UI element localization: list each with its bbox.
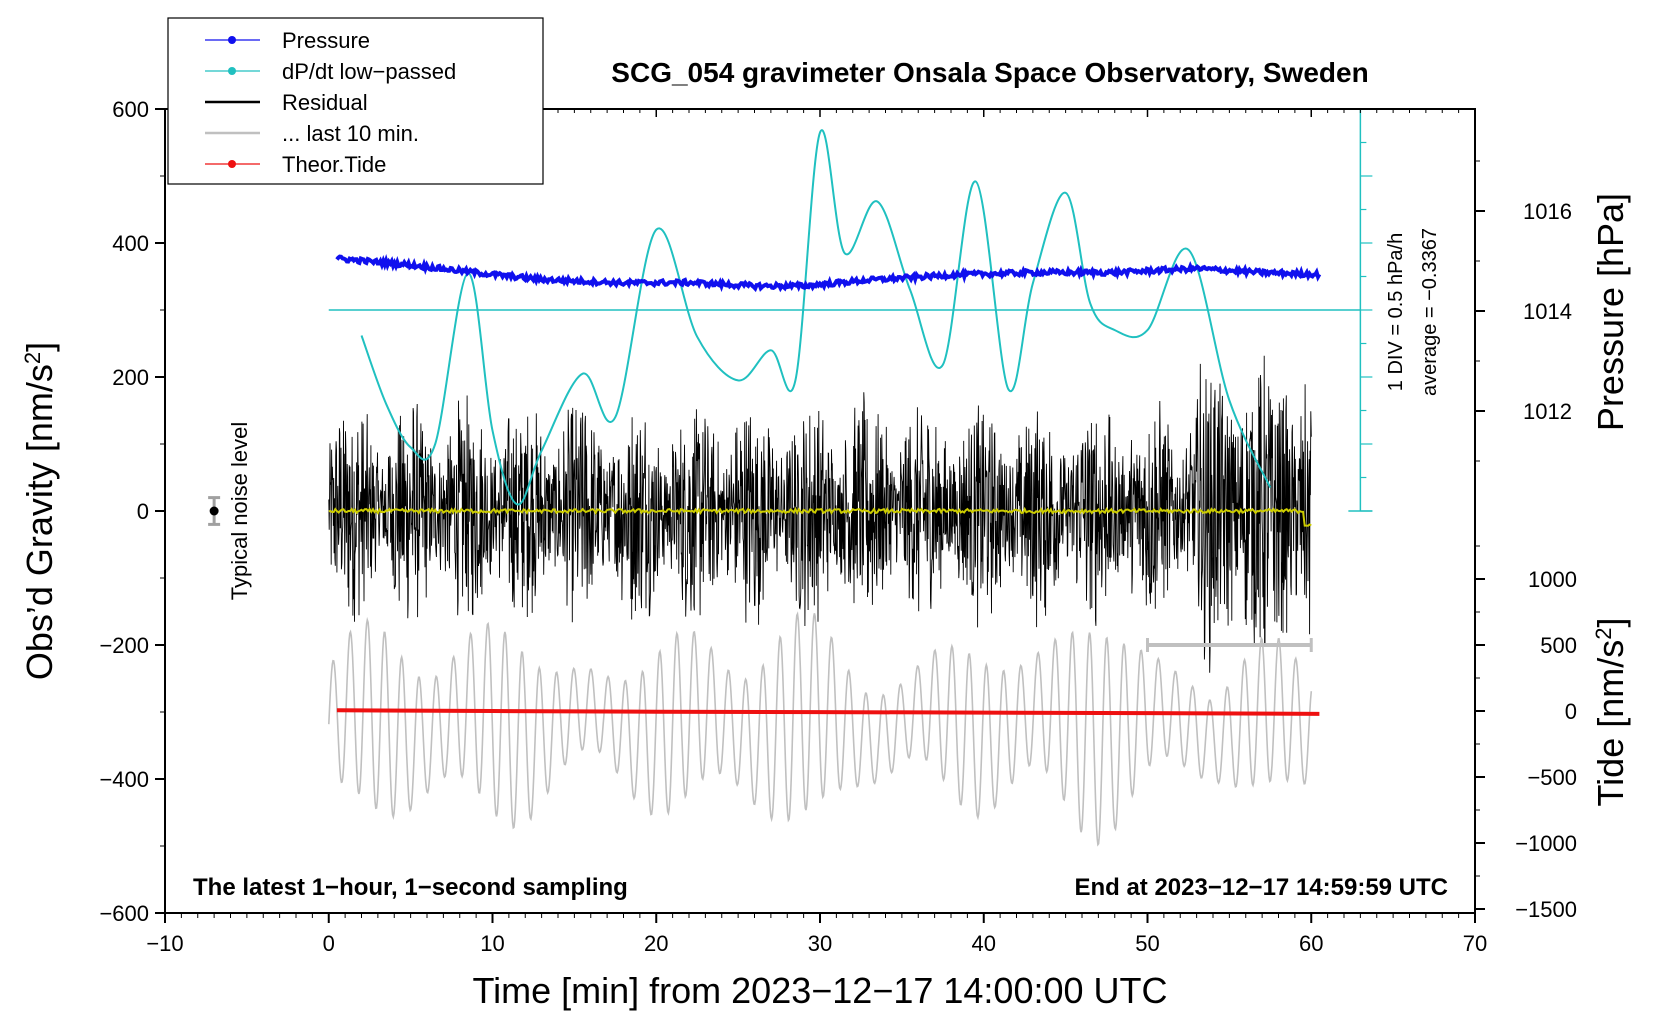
last-10-min-trace: [328, 611, 1313, 847]
legend-marker: [228, 36, 236, 44]
pressure-tick-label: 1012: [1523, 399, 1572, 424]
legend-label: Residual: [282, 90, 368, 115]
y-tick-label: 0: [137, 499, 149, 524]
y-tick-label: 200: [112, 365, 149, 390]
tide-tick-label: 1000: [1528, 567, 1577, 592]
tide-tick-label: −500: [1527, 765, 1577, 790]
pressure-line: [335, 254, 1322, 293]
y-tick-label: −600: [99, 901, 149, 926]
theoretical-tide-line: [336, 708, 1320, 716]
tide-tick-label: 0: [1565, 699, 1577, 724]
x-tick-label: −10: [146, 931, 183, 956]
residual-trace: [328, 355, 1312, 673]
x-tick-label: 40: [972, 931, 996, 956]
noise-marker-dot: [209, 506, 219, 516]
x-tick-label: 60: [1299, 931, 1323, 956]
y-tick-label: −400: [99, 767, 149, 792]
x-tick-label: 20: [644, 931, 668, 956]
legend-label: Pressure: [282, 28, 370, 53]
x-axis-label: Time [min] from 2023−12−17 14:00:00 UTC: [472, 970, 1167, 1011]
dpdt-scale-label: 1 DIV = 0.5 hPa/h: [1385, 233, 1407, 391]
tide-tick-label: −1500: [1515, 897, 1577, 922]
y-tick-label: 600: [112, 97, 149, 122]
footer-left: The latest 1−hour, 1−second sampling: [193, 874, 628, 901]
pressure-tick-label: 1016: [1523, 199, 1572, 224]
dpdt-average-label: average = −0.3367: [1419, 228, 1441, 396]
x-tick-label: 70: [1463, 931, 1487, 956]
x-tick-label: 10: [480, 931, 504, 956]
yellow-trace: [328, 506, 1312, 527]
y-axis-label-tide: Tide [nm/s2]: [1590, 618, 1631, 807]
tide-tick-label: 500: [1540, 633, 1577, 658]
legend-label: ... last 10 min.: [282, 121, 419, 146]
footer-right: End at 2023−12−17 14:59:59 UTC: [1074, 874, 1448, 901]
legend-marker: [228, 67, 236, 75]
y-axis-label-pressure: Pressure [hPa]: [1590, 193, 1631, 431]
x-tick-label: 0: [323, 931, 335, 956]
x-tick-label: 30: [808, 931, 832, 956]
legend-marker: [228, 160, 236, 168]
tide-tick-label: −1000: [1515, 831, 1577, 856]
y-tick-label: 400: [112, 231, 149, 256]
y-tick-label: −200: [99, 633, 149, 658]
legend-label: Theor.Tide: [282, 152, 386, 177]
dpdt-lowpassed-line: [360, 129, 1272, 506]
y-axis-label-main: Obs’d Gravity [nm/s2]: [19, 342, 60, 680]
x-tick-label: 50: [1135, 931, 1159, 956]
legend-label: dP/dt low−passed: [282, 59, 456, 84]
pressure-tick-label: 1014: [1523, 299, 1572, 324]
chart-title: SCG_054 gravimeter Onsala Space Observat…: [611, 57, 1368, 88]
noise-label: Typical noise level: [227, 422, 252, 601]
